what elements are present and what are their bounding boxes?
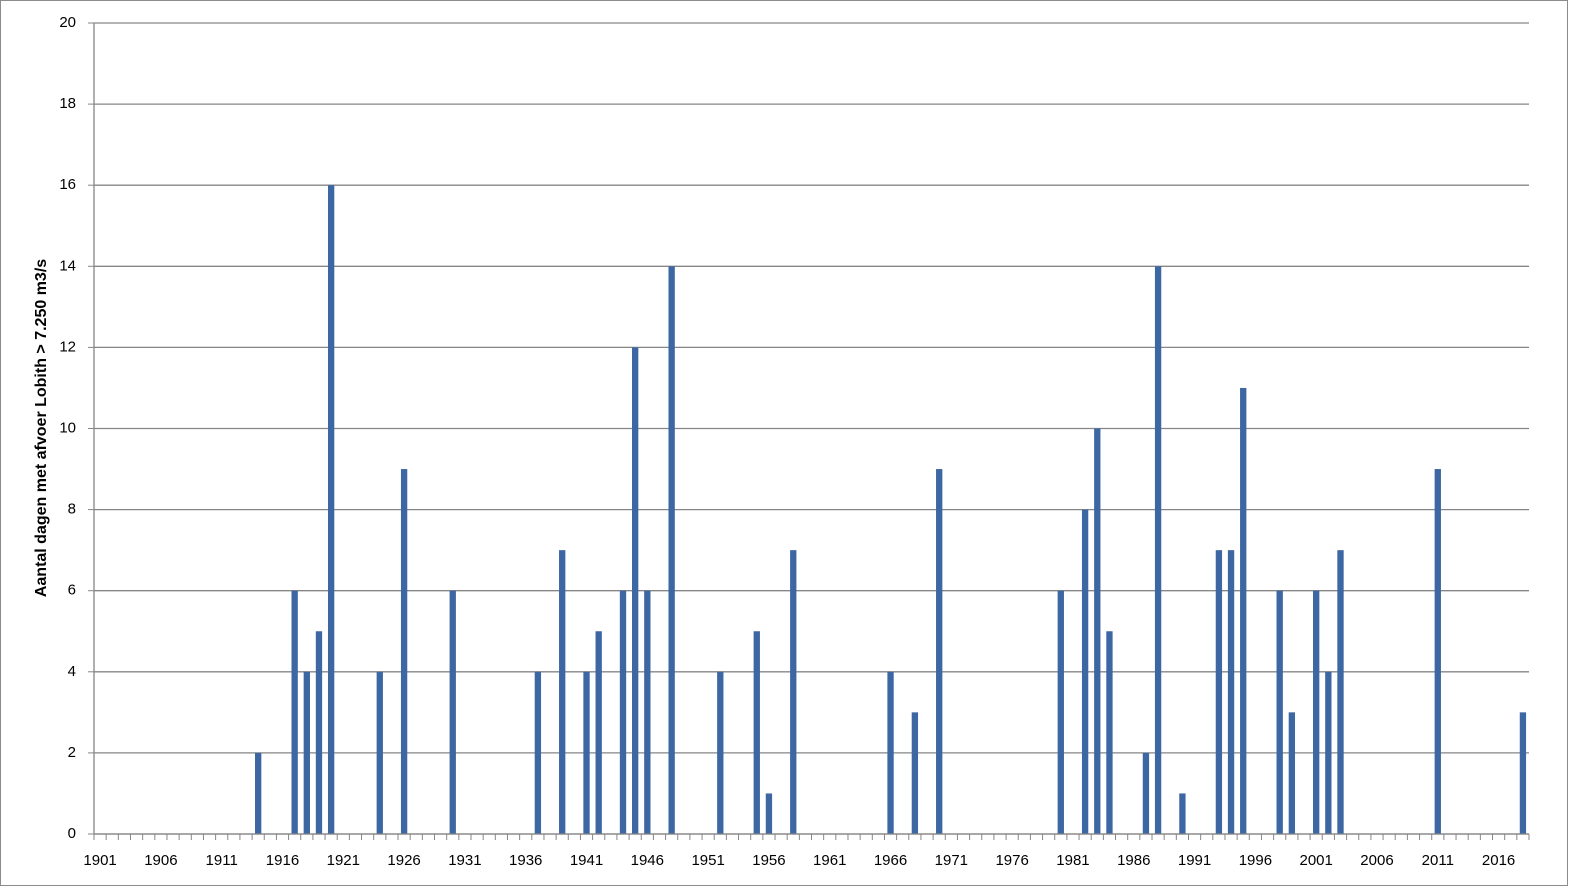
x-tick-label: 1986	[1117, 852, 1150, 869]
bar	[595, 631, 602, 834]
bar	[887, 671, 894, 834]
x-tick-label: 1931	[448, 852, 481, 869]
bar	[1179, 793, 1186, 834]
bar	[1276, 590, 1283, 834]
bar	[1227, 550, 1235, 834]
bar	[1142, 752, 1150, 834]
y-tick-label: 20	[59, 14, 76, 31]
x-tick-label: 1971	[935, 852, 968, 869]
bar	[1313, 590, 1320, 834]
bar	[632, 347, 639, 834]
y-tick-label: 0	[68, 825, 76, 842]
x-tick-label: 1941	[570, 852, 603, 869]
bar	[291, 590, 298, 834]
bar	[376, 671, 383, 834]
x-tick-label: 1911	[206, 852, 238, 869]
x-tick-label: 1961	[813, 852, 846, 869]
x-tick-label: 1981	[1056, 852, 1089, 869]
x-tick-label: 1901	[83, 852, 116, 869]
bar	[668, 266, 675, 834]
bar	[1215, 550, 1223, 834]
y-tick-label: 8	[68, 501, 76, 518]
bar	[583, 671, 590, 834]
bar	[1057, 590, 1064, 834]
y-tick-label: 18	[59, 95, 76, 112]
bar	[936, 469, 943, 834]
bar	[790, 550, 797, 834]
y-tick-label: 14	[59, 257, 76, 274]
x-tick-label: 2006	[1360, 852, 1393, 869]
bar	[1288, 712, 1296, 834]
bar	[911, 712, 919, 834]
bar	[717, 671, 724, 834]
x-tick-label: 1966	[874, 852, 907, 869]
x-tick-label: 1926	[387, 852, 420, 869]
x-tick-label: 2016	[1482, 852, 1515, 869]
bar	[534, 671, 542, 834]
bar	[315, 631, 323, 834]
y-tick-label: 2	[68, 744, 76, 761]
y-tick-label: 10	[59, 419, 76, 436]
bar	[1434, 469, 1441, 834]
bar	[1337, 550, 1344, 834]
x-tick-label: 1946	[631, 852, 664, 869]
bar	[1154, 266, 1162, 834]
x-tick-label: 1951	[691, 852, 724, 869]
bar	[644, 590, 651, 834]
y-axis-title: Aantal dagen met afvoer Lobith > 7.250 m…	[33, 259, 50, 597]
bar	[1094, 428, 1101, 834]
bar	[1106, 631, 1113, 834]
bar	[1325, 671, 1332, 834]
bar	[327, 185, 335, 834]
bar	[1240, 387, 1247, 834]
bar	[303, 671, 310, 834]
y-tick-label: 12	[59, 338, 76, 355]
y-tick-label: 6	[68, 582, 76, 599]
bar	[1519, 712, 1527, 834]
y-tick-label: 16	[59, 176, 76, 193]
bar	[400, 469, 408, 834]
x-tick-label: 1976	[995, 852, 1028, 869]
bar	[449, 590, 456, 834]
bar	[765, 793, 773, 834]
x-tick-label: 2001	[1299, 852, 1332, 869]
bar	[1081, 509, 1089, 834]
x-tick-label: 1991	[1178, 852, 1211, 869]
x-tick-label: 1936	[509, 852, 542, 869]
x-tick-label: 2011	[1422, 852, 1454, 869]
x-tick-label: 1956	[752, 852, 785, 869]
bar	[559, 550, 566, 834]
x-tick-label: 1921	[327, 852, 360, 869]
bar	[255, 752, 262, 834]
bar	[619, 590, 627, 834]
x-tick-label: 1916	[266, 852, 299, 869]
bar	[753, 631, 760, 834]
x-tick-label: 1996	[1239, 852, 1272, 869]
y-tick-label: 4	[68, 663, 76, 680]
x-tick-label: 1906	[144, 852, 177, 869]
